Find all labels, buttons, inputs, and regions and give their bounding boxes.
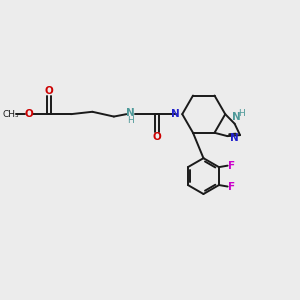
Text: H: H bbox=[238, 109, 244, 118]
Text: F: F bbox=[228, 160, 235, 171]
Text: F: F bbox=[228, 182, 235, 191]
Text: H: H bbox=[127, 116, 134, 124]
Text: O: O bbox=[152, 132, 161, 142]
Text: N: N bbox=[232, 112, 241, 122]
Text: N: N bbox=[171, 109, 180, 119]
Text: N: N bbox=[126, 108, 135, 118]
Text: N: N bbox=[230, 133, 239, 142]
Text: CH₃: CH₃ bbox=[2, 110, 19, 119]
Text: O: O bbox=[24, 109, 33, 119]
Text: O: O bbox=[45, 86, 54, 96]
